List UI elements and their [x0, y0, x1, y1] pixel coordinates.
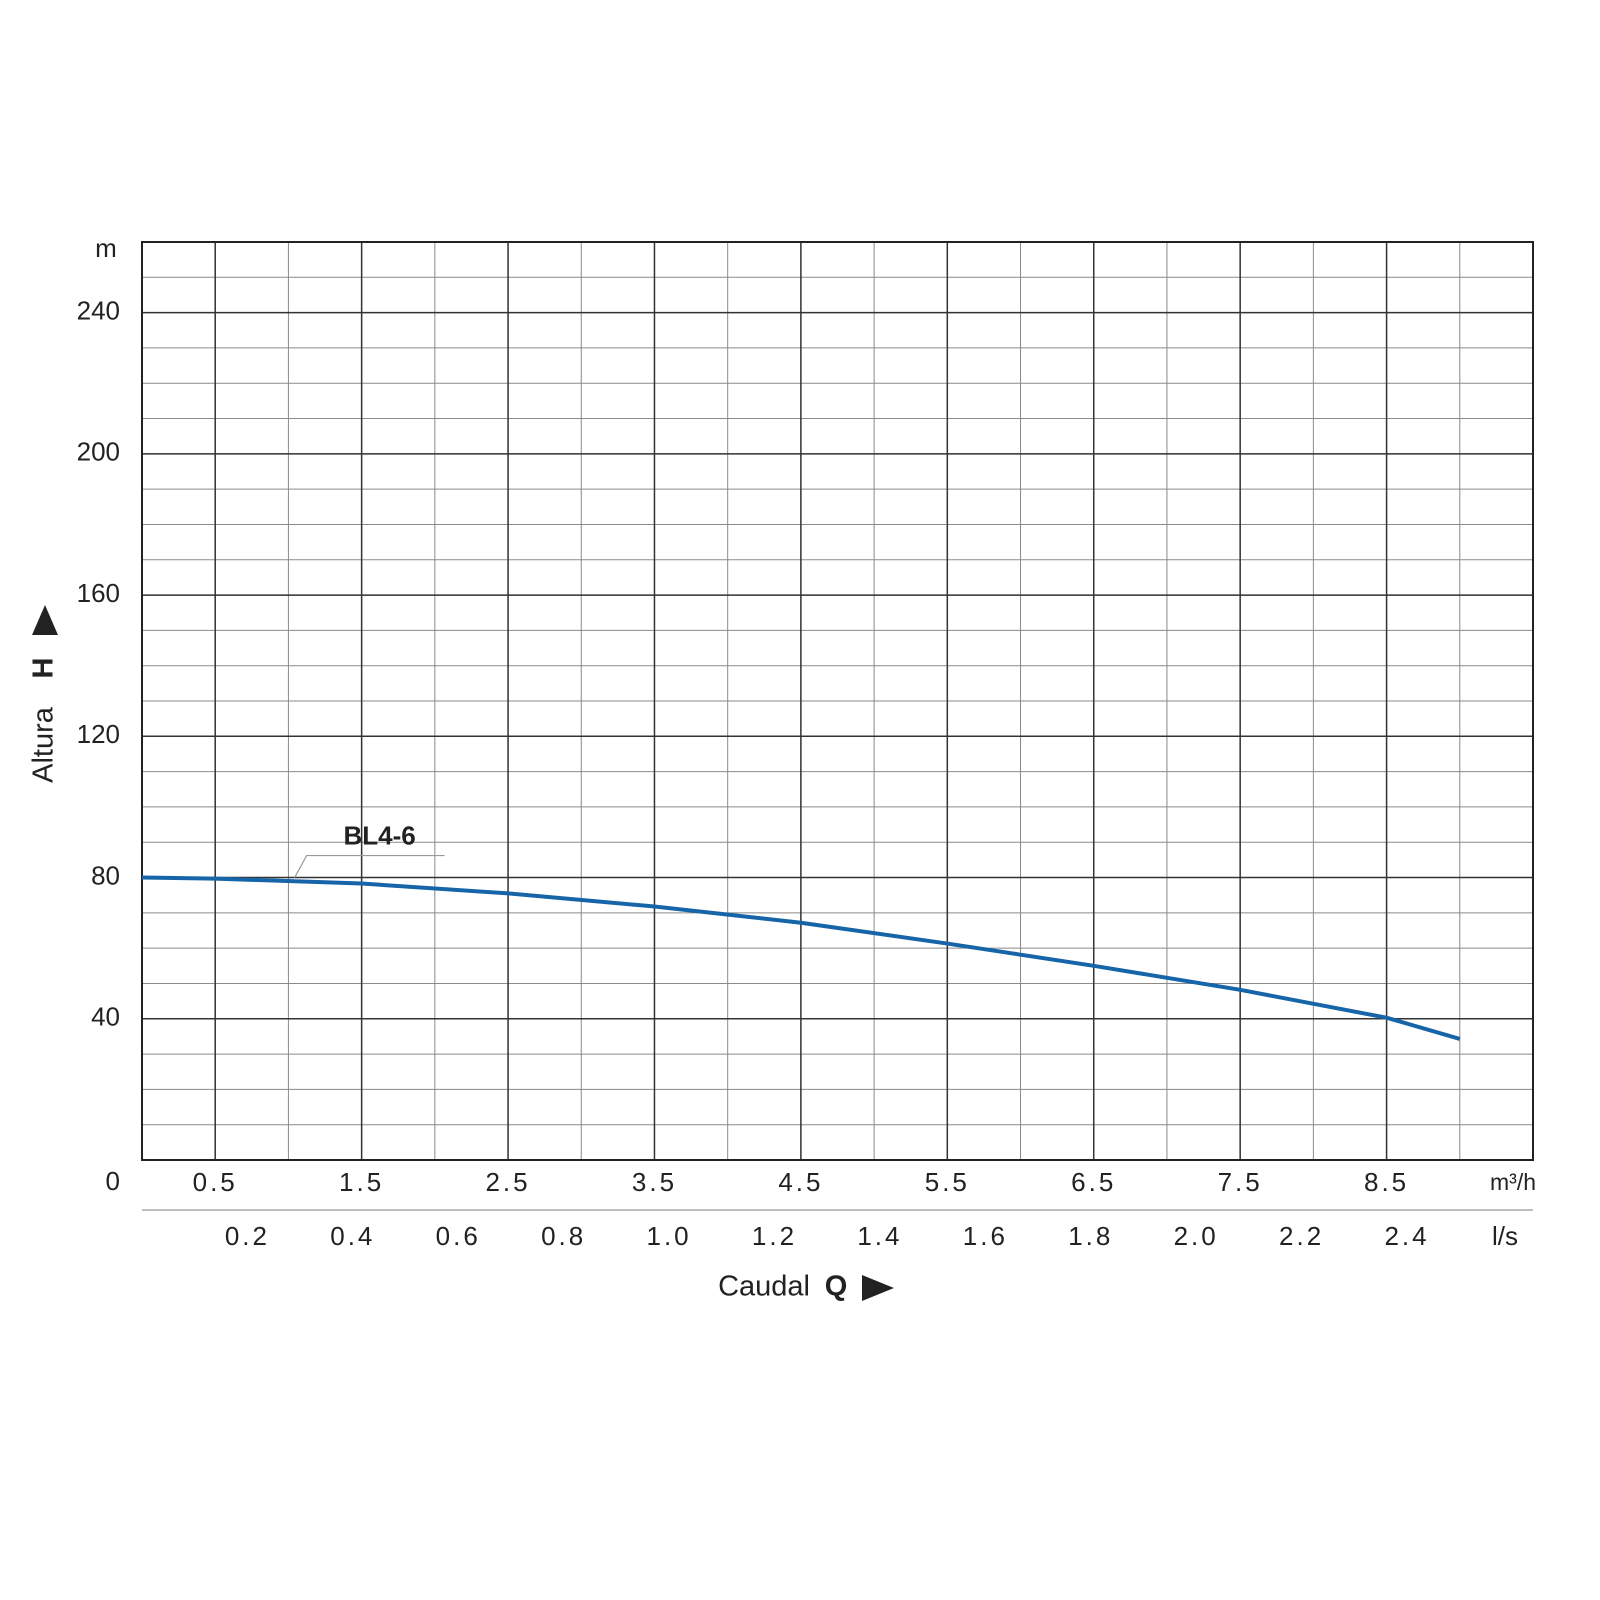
x-tick-label: 6.5 — [1071, 1167, 1116, 1197]
x2-tick-label: 1.2 — [752, 1221, 797, 1251]
y-axis-title: Altura — [28, 706, 60, 783]
y-tick-label: 240 — [77, 295, 120, 325]
y-tick-label: 0 — [106, 1166, 120, 1196]
x-arrow — [862, 1275, 894, 1301]
x-tick-label: 5.5 — [925, 1167, 970, 1197]
x-tick-label: 7.5 — [1218, 1167, 1263, 1197]
x2-tick-label: 0.2 — [225, 1221, 270, 1251]
x2-tick-label: 1.4 — [857, 1221, 902, 1251]
x-tick-label: 3.5 — [632, 1167, 677, 1197]
x-axis-title: Caudal — [718, 1271, 810, 1303]
x2-tick-label: 2.0 — [1174, 1221, 1219, 1251]
series-label: BL4-6 — [344, 820, 416, 850]
plot-frame — [141, 241, 1534, 1161]
x-unit: m³/h — [1490, 1169, 1536, 1195]
x2-tick-label: 1.6 — [963, 1221, 1008, 1251]
label-leader — [294, 854, 445, 878]
x2-tick-label: 0.4 — [330, 1221, 375, 1251]
y-tick-label: 120 — [77, 719, 120, 749]
y-tick-label: 200 — [77, 437, 120, 467]
x2-tick-label: 0.6 — [436, 1221, 481, 1251]
x-axis-symbol: Q — [825, 1271, 848, 1303]
x-tick-label: 1.5 — [339, 1167, 384, 1197]
x-tick-label: 8.5 — [1364, 1167, 1409, 1197]
x2-tick-label: 0.8 — [541, 1221, 586, 1251]
x-tick-label: 4.5 — [778, 1167, 823, 1197]
y-tick-label: 160 — [77, 578, 120, 608]
y-axis-symbol: H — [28, 658, 60, 679]
x2-tick-label: 1.8 — [1068, 1221, 1113, 1251]
y-tick-label: 80 — [91, 860, 120, 890]
x2-tick-label: 2.4 — [1384, 1221, 1429, 1251]
x2-tick-label: 1.0 — [647, 1221, 692, 1251]
x-tick-label: 0.5 — [193, 1167, 238, 1197]
x2-unit: l/s — [1492, 1221, 1518, 1251]
series-line — [141, 875, 1461, 1041]
x-tick-label: 2.5 — [485, 1167, 530, 1197]
y-arrow — [32, 605, 58, 635]
y-tick-label: 40 — [91, 1002, 120, 1032]
y-unit: m — [95, 233, 117, 263]
x2-tick-label: 2.2 — [1279, 1221, 1324, 1251]
